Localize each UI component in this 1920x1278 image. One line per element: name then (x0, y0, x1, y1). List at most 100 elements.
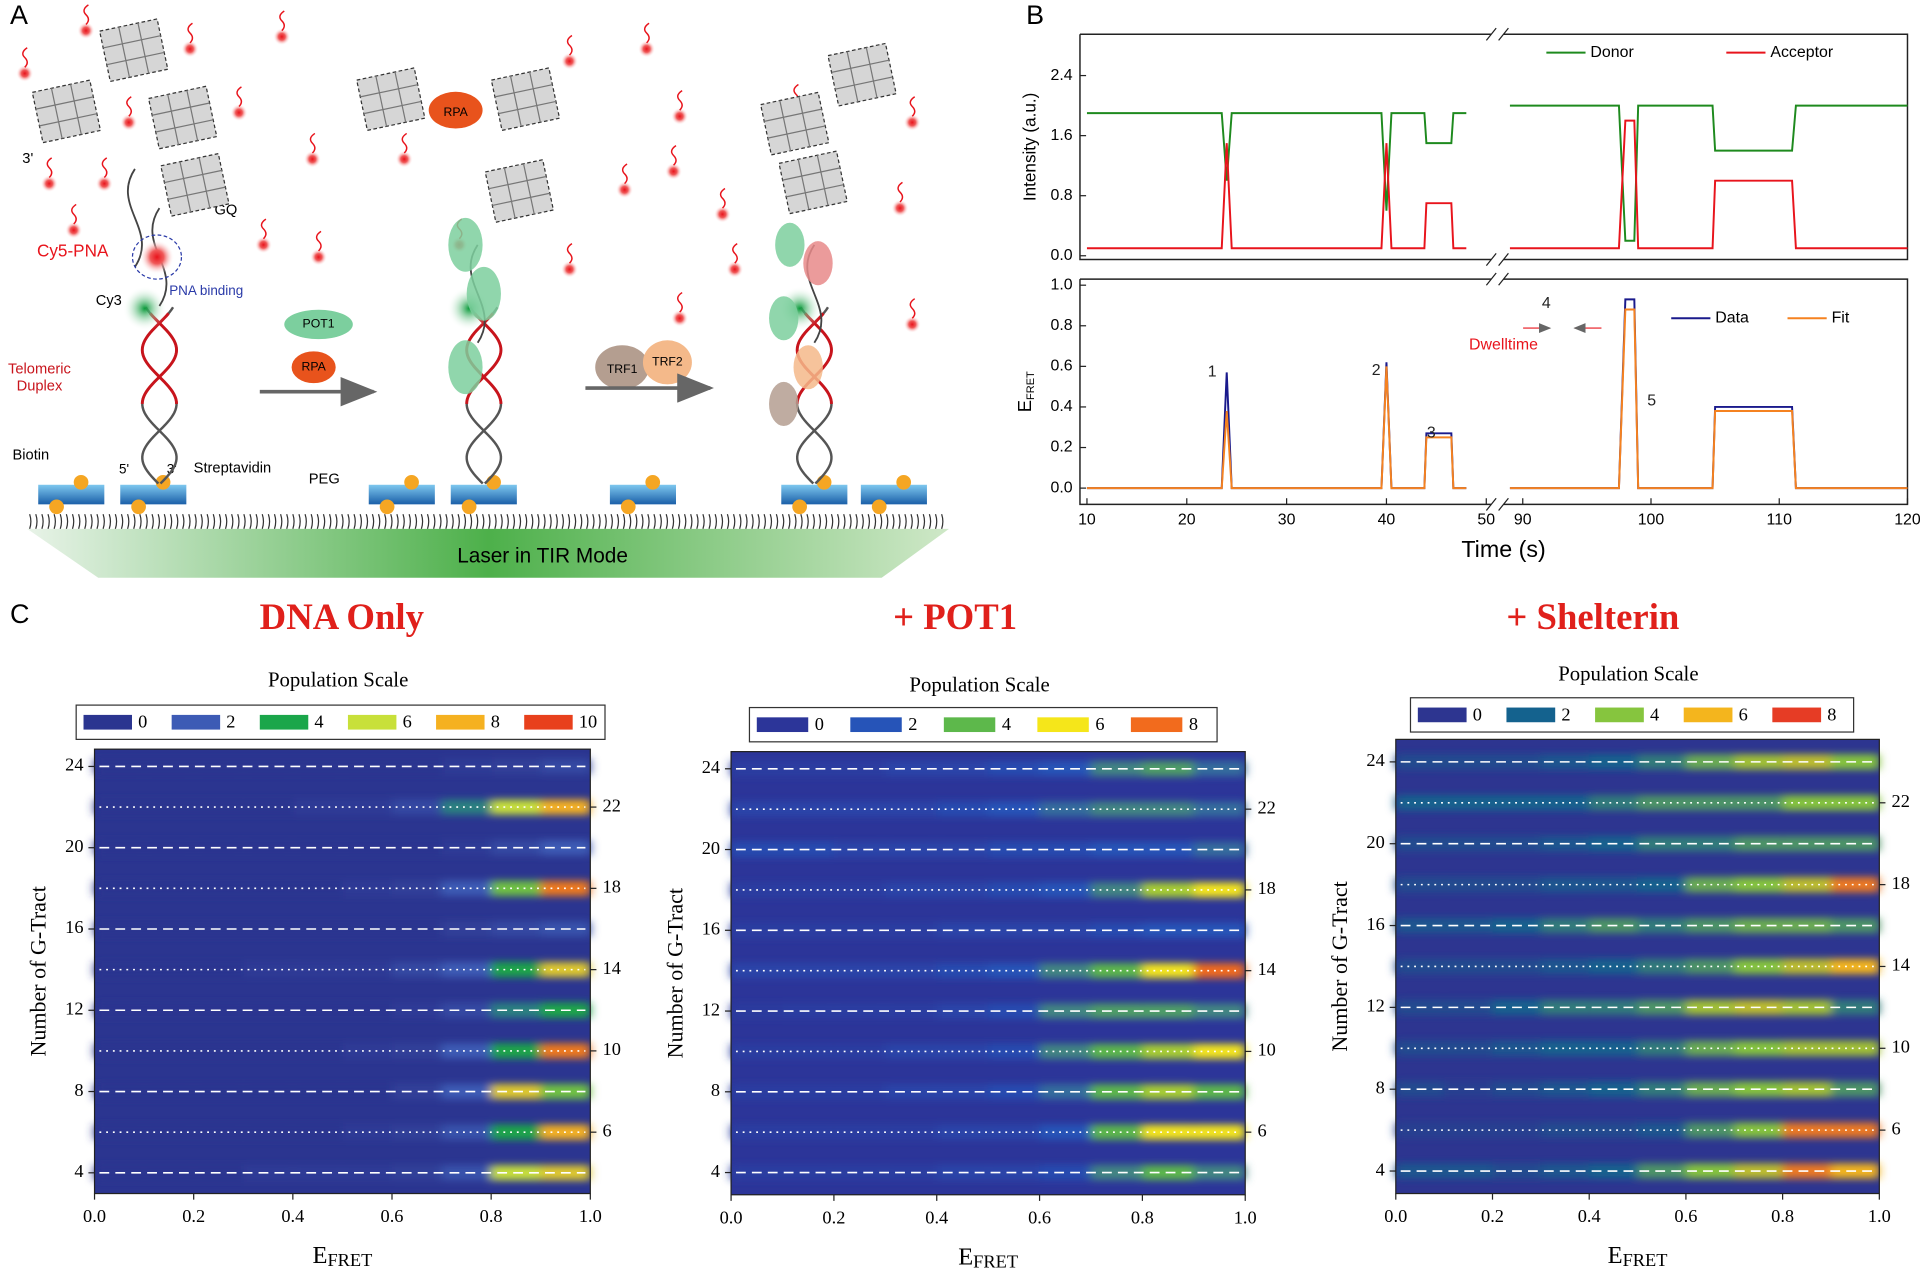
heatmap-cell (1039, 761, 1091, 777)
heatmap-cell (1637, 958, 1686, 975)
peg-chain (757, 513, 760, 530)
heatmap-cell (936, 1124, 989, 1140)
legend-swatch (83, 714, 132, 730)
heatmap-cell (1395, 1122, 1445, 1138)
heatmap-cell (1090, 1084, 1143, 1100)
x-axis-label: EFRET (1608, 1242, 1668, 1270)
heatmap-cell (1540, 795, 1590, 811)
peg-chain (469, 513, 473, 530)
heatmap-cell (1039, 882, 1091, 898)
heatmap-cell (144, 880, 194, 896)
dna-strand (795, 306, 833, 485)
peg-chain (561, 513, 564, 530)
legend-title: Population Scale (268, 668, 408, 692)
heatmap-cell (1039, 963, 1091, 979)
peg-chain (818, 513, 822, 530)
heatmap-cell (144, 1124, 194, 1140)
peg-chain (751, 513, 754, 530)
dna-strand (795, 306, 833, 485)
panel-a: A Laser in TIR Mode 3' GQ Cy5-PNA PNA bi… (8, 0, 949, 578)
x-tick-label: 20 (1178, 511, 1196, 528)
heatmap-cell (833, 882, 886, 898)
axes-frame (1079, 33, 1909, 261)
x-tick-label: 0.0 (83, 1206, 106, 1226)
peg-chain (396, 513, 399, 530)
cy5-pna (16, 64, 34, 83)
heatmap-cell (441, 1043, 492, 1059)
pna-tail (279, 10, 286, 32)
label: Cy5-PNA (37, 241, 109, 261)
g-quadruplex (98, 18, 169, 83)
y2-tick-label: 22 (1257, 797, 1275, 817)
heatmap-cell (491, 1124, 541, 1140)
cy5-pna (254, 236, 273, 254)
x-label-main: E (1608, 1242, 1623, 1269)
heatmap-cell (292, 1083, 343, 1100)
panel-label: C (10, 599, 29, 629)
heatmap-cell (441, 880, 492, 896)
pna-tail (83, 4, 90, 26)
heatmap-cell (1637, 876, 1686, 893)
x-tick-label: 1.0 (579, 1206, 602, 1226)
gq-grid (164, 157, 226, 213)
cy5-pna (40, 175, 58, 193)
peg-chain (273, 513, 277, 530)
pot1-bound (448, 217, 483, 272)
peg-chain (488, 513, 491, 530)
heatmap-cell (782, 1043, 834, 1059)
peg-chain (133, 513, 136, 530)
pna-tail (643, 22, 650, 44)
g-quadruplex (355, 67, 426, 132)
heatmap-cell (1090, 882, 1143, 898)
heatmap-cell (94, 880, 145, 896)
pna-tail (315, 230, 322, 252)
plot-frame (1395, 738, 1880, 1195)
label: RPA (302, 359, 327, 373)
heatmap-cell (342, 758, 392, 775)
biotin (49, 499, 64, 515)
label: TRF1 (607, 362, 638, 376)
peg-chain (218, 513, 222, 530)
y2-tick-label: 6 (603, 1120, 612, 1140)
heatmap-cell (193, 1124, 244, 1140)
legend-label: 6 (403, 712, 412, 732)
peg-chain (169, 513, 173, 530)
y-tick-label: 8 (711, 1080, 720, 1100)
heatmap-cell (441, 962, 492, 978)
peg-chain (579, 513, 583, 530)
biotin (73, 474, 89, 490)
y2-tick-label: 18 (1892, 873, 1910, 893)
x-tick-label: 0.2 (822, 1207, 845, 1227)
legend-swatch (171, 714, 221, 730)
y2-tick-label: 6 (1892, 1118, 1901, 1138)
y-tick-label: 2.4 (1050, 67, 1072, 84)
cy5-pna (303, 150, 321, 168)
peg-chain (127, 513, 130, 530)
annotation: 5 (1647, 393, 1656, 410)
heatmap-cell (1782, 876, 1831, 893)
peg-chain (512, 513, 516, 530)
peg-chain (726, 513, 730, 530)
peg-chain (788, 513, 791, 530)
axis-break (1498, 272, 1509, 511)
y-label-sub: FRET (1025, 371, 1037, 400)
streptavidin (860, 484, 927, 505)
peg-chain (910, 513, 913, 530)
dna-strand (141, 306, 178, 485)
x-tick-label: 0.2 (1481, 1206, 1504, 1226)
peg-chain (457, 513, 460, 530)
heatmap-cell (1193, 1043, 1246, 1059)
legend-swatch (1772, 707, 1822, 723)
legend-label: 0 (138, 712, 147, 732)
cy5-pna (395, 150, 413, 168)
peg-chain (243, 513, 246, 530)
cy5-pna (120, 113, 138, 131)
peg-chain (775, 513, 779, 530)
pna-tail (670, 145, 677, 166)
dna-strand (465, 306, 503, 485)
shelterin-bound (769, 381, 799, 426)
label: Telomeric (8, 362, 71, 378)
x-tick-label: 0.0 (720, 1207, 743, 1227)
peg-chain (861, 513, 864, 530)
x-tick-label: 120 (1894, 511, 1920, 528)
